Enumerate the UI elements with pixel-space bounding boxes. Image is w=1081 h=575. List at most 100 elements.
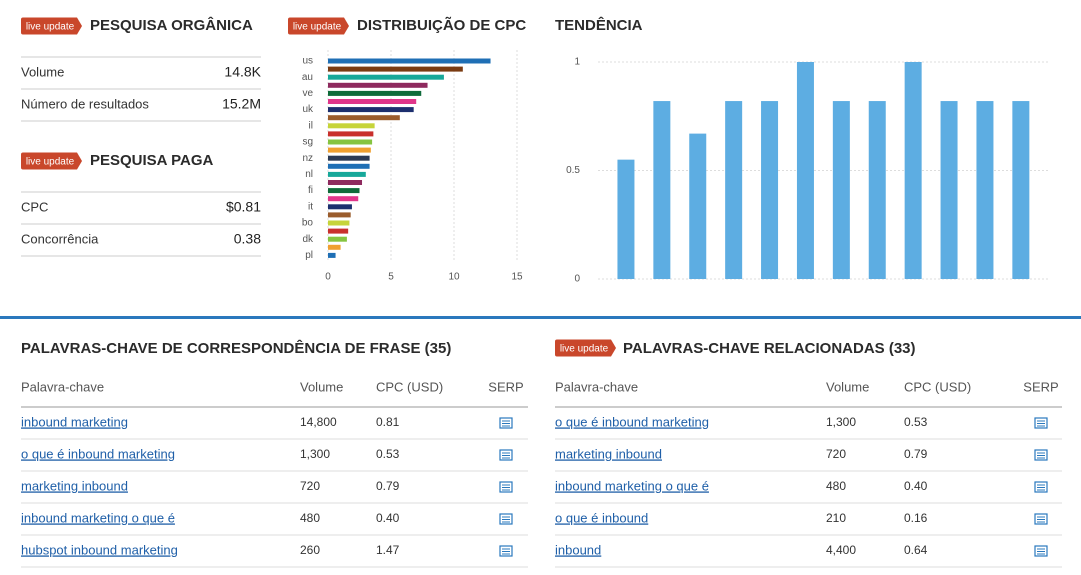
keyword-link[interactable]: o que é inbound marketing [21,446,175,461]
column-header: CPC (USD) [904,379,971,394]
bar [328,66,463,72]
section-title: DISTRIBUIÇÃO DE CPC [357,16,526,34]
cpc-cell: 0.79 [376,479,400,493]
keyword-link[interactable]: inbound marketing [21,414,128,429]
serp-icon[interactable] [499,513,513,525]
section-title: PESQUISA PAGA [90,152,214,169]
bar [328,252,336,258]
bar [976,101,994,279]
column-header: SERP [488,379,523,394]
keyword-link[interactable]: inbound marketing o que é [21,510,175,525]
bar [328,155,370,161]
keyword-link[interactable]: inbound [555,542,601,557]
bar [328,196,359,202]
volume-cell: 210 [826,511,846,525]
category-label: ve [302,88,313,99]
bar [1012,101,1030,279]
stat-label: CPC [21,199,48,214]
serp-icon[interactable] [499,449,513,461]
stat-value: $0.81 [226,199,261,215]
category-label: fi [308,185,313,196]
serp-icon[interactable] [1034,417,1048,429]
serp-icon-frame [1034,545,1048,557]
live-badge-text: live update [26,22,75,33]
volume-cell: 720 [826,447,846,461]
bar [689,133,707,279]
column-header: Volume [300,379,343,394]
category-label: sg [302,137,313,148]
serp-icon[interactable] [1034,545,1048,557]
bar [328,244,341,250]
bar [328,147,371,153]
bar [328,90,422,96]
bar [904,62,922,279]
stat-value: 15.2M [222,96,261,112]
serp-icon[interactable] [499,481,513,493]
keyword-link[interactable]: o que é inbound [555,510,648,525]
serp-icon-frame [1034,449,1048,461]
serp-icon-frame [1034,417,1048,429]
live-badge-text: live update [560,344,609,355]
column-header: SERP [1023,379,1058,394]
bar [725,101,743,279]
bar [328,74,444,80]
serp-icon[interactable] [499,545,513,557]
bar [328,123,375,129]
serp-icon-frame [499,513,513,525]
serp-icon-frame [499,449,513,461]
bar [868,101,886,279]
serp-icon[interactable] [1034,481,1048,493]
bar [328,131,374,137]
y-tick-label: 0 [574,274,580,285]
live-badge [555,339,616,357]
stat-label: Concorrência [21,231,99,246]
volume-cell: 480 [300,511,320,525]
y-tick-label: 0.5 [566,165,580,176]
bar [328,180,363,185]
section-title: PALAVRAS-CHAVE RELACIONADAS (33) [623,340,916,357]
category-label: nl [305,169,313,180]
column-header: Palavra-chave [21,379,104,394]
cpc-cell: 0.64 [904,543,928,557]
volume-cell: 1,300 [300,447,330,461]
live-badge [288,17,349,35]
category-label: it [308,201,313,212]
volume-cell: 1,300 [826,415,856,429]
stat-label: Número de resultados [21,96,149,111]
keyword-link[interactable]: hubspot inbound marketing [21,542,178,557]
stat-value: 14.8K [224,64,261,80]
category-label: uk [302,104,314,115]
x-tick-label: 15 [511,272,523,283]
cpc-cell: 1.47 [376,543,400,557]
serp-icon[interactable] [1034,513,1048,525]
y-tick-label: 1 [574,57,580,68]
bar [328,220,350,226]
serp-icon-frame [499,481,513,493]
stat-value: 0.38 [234,231,261,247]
keyword-link[interactable]: inbound marketing o que é [555,478,709,493]
column-header: CPC (USD) [376,379,443,394]
section-title: PALAVRAS-CHAVE DE CORRESPONDÊNCIA DE FRA… [21,339,451,357]
section-divider [0,316,1081,319]
bar [328,188,360,194]
category-label: il [309,120,313,131]
column-header: Volume [826,379,869,394]
volume-cell: 260 [300,543,320,557]
keyword-link[interactable]: o que é inbound marketing [555,414,709,429]
bar [761,101,779,279]
live-badge-text: live update [293,22,342,33]
bar [328,171,366,177]
keyword-link[interactable]: marketing inbound [21,478,128,493]
bar [328,99,417,104]
keyword-link[interactable]: marketing inbound [555,446,662,461]
bar [328,228,349,234]
bar [796,62,814,279]
serp-icon[interactable] [1034,449,1048,461]
category-label: dk [302,234,314,245]
serp-icon-frame [1034,481,1048,493]
serp-icon[interactable] [499,417,513,429]
cpc-cell: 0.40 [376,511,400,525]
serp-icon-frame [499,545,513,557]
volume-cell: 480 [826,479,846,493]
